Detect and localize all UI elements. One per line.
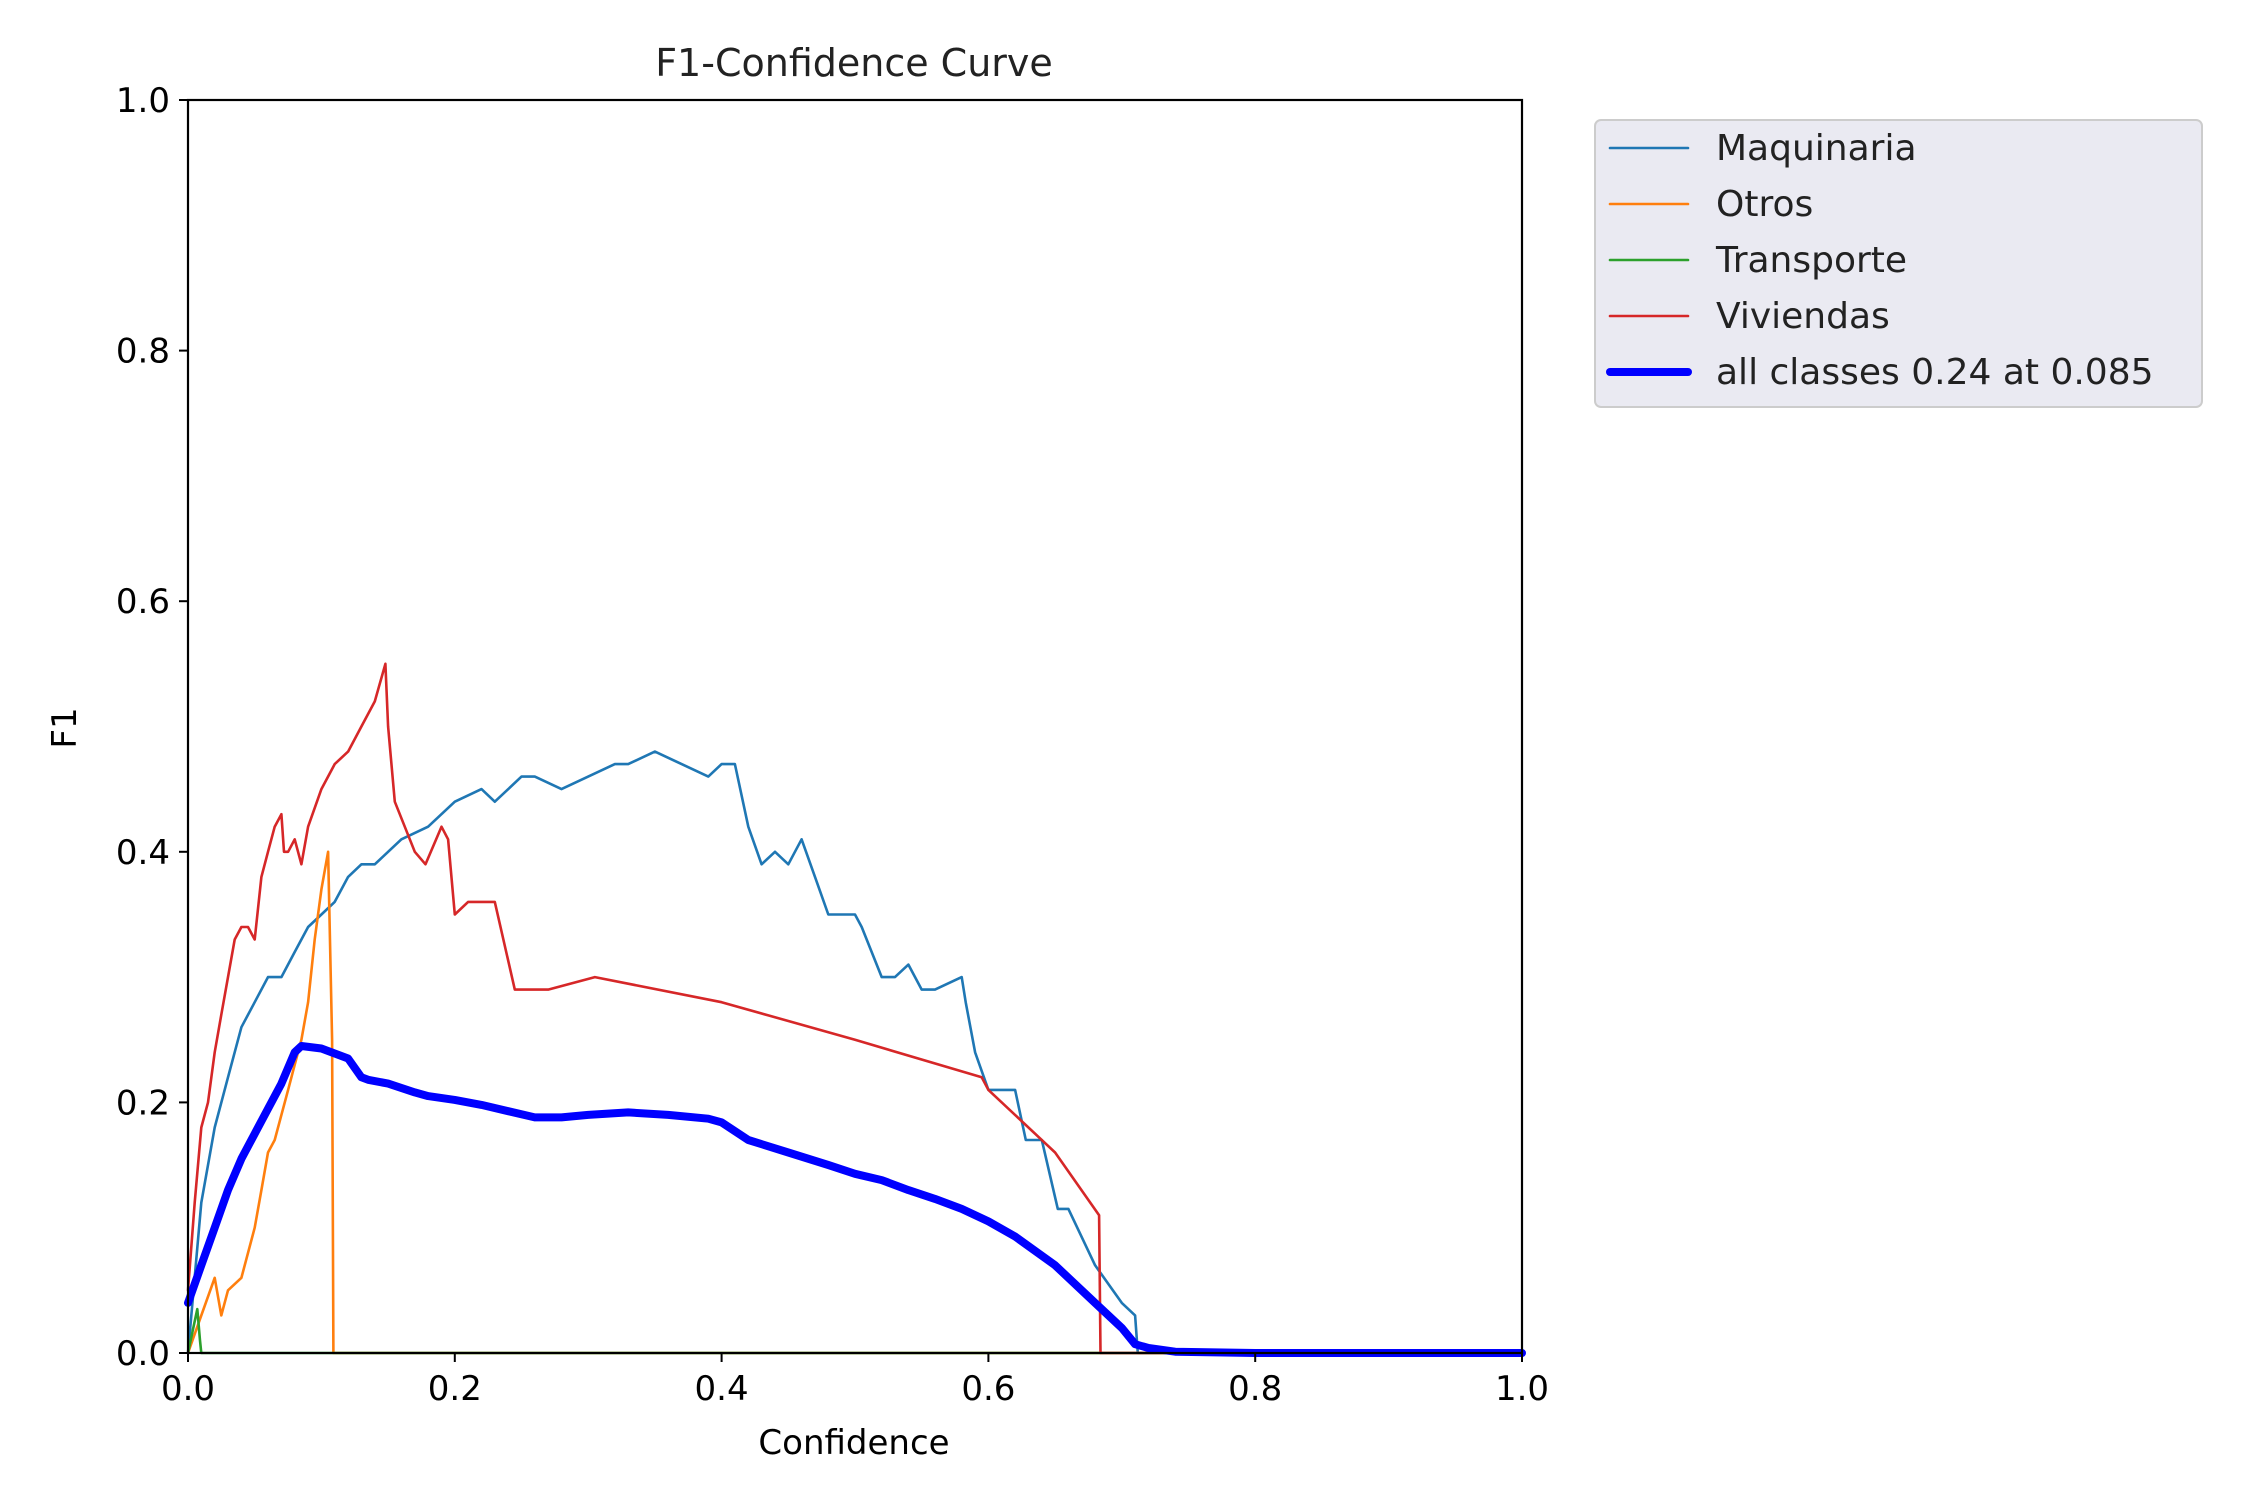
x-axis-label: Confidence — [758, 1423, 949, 1463]
x-tick-label: 0.2 — [428, 1369, 482, 1409]
x-tick-label: 0.8 — [1228, 1369, 1282, 1409]
legend-label-0: Maquinaria — [1716, 128, 1917, 169]
legend-label-4: all classes 0.24 at 0.085 — [1716, 352, 2154, 393]
x-tick-label: 0.4 — [695, 1369, 749, 1409]
x-tick-label: 0.0 — [161, 1369, 215, 1409]
legend-label-3: Viviendas — [1716, 296, 1890, 337]
series-line-1 — [186, 850, 1524, 1355]
series-line-3 — [186, 662, 1524, 1355]
series-line-0 — [186, 750, 1524, 1355]
y-tick-label: 0.0 — [116, 1334, 170, 1374]
legend-box — [1594, 119, 2203, 408]
series-line-2 — [186, 1307, 1524, 1355]
y-tick-label: 0.6 — [116, 582, 170, 622]
x-tick-label: 0.6 — [961, 1369, 1015, 1409]
plot-lines — [184, 662, 1526, 1357]
x-tick-label: 1.0 — [1495, 1369, 1549, 1409]
legend-label-1: Otros — [1716, 184, 1813, 225]
legend-label-2: Transporte — [1715, 240, 1907, 281]
y-axis-label: F1 — [45, 707, 85, 748]
series-line-4 — [184, 1042, 1526, 1357]
y-tick-label: 0.2 — [116, 1083, 170, 1123]
legend: Maquinaria Otros Transporte Viviendas all cl… — [1594, 119, 2203, 408]
y-tick-label: 1.0 — [116, 81, 170, 121]
axis-ticks: 0.0 0.2 0.4 0.6 0.8 1.0 0.0 0.2 0.4 0.6 0.8 1.0 — [116, 81, 1549, 1409]
y-tick-label: 0.4 — [116, 833, 170, 873]
chart-title: F1-Confidence Curve — [655, 41, 1053, 85]
y-tick-label: 0.8 — [116, 332, 170, 372]
plot-frame — [186, 98, 1524, 1355]
